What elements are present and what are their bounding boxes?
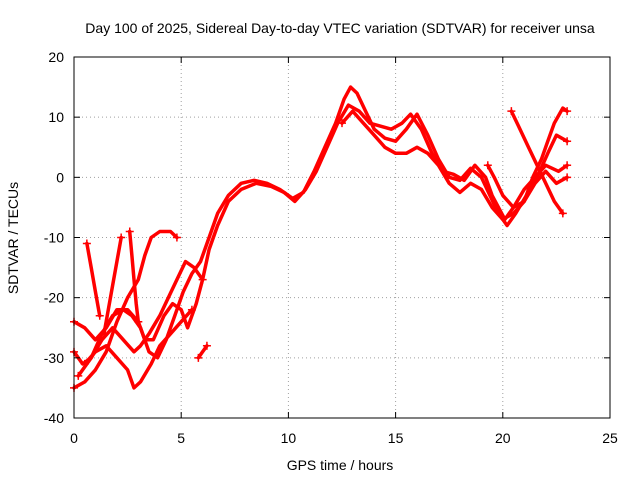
data-point-marker [125, 227, 134, 236]
x-tick-label: 0 [70, 430, 78, 446]
data-point-marker [507, 107, 516, 116]
y-tick-label: -30 [44, 350, 64, 366]
series-sat-f [85, 241, 102, 318]
series-sat-g [102, 235, 123, 336]
series-sat-i [196, 344, 209, 360]
data-point-marker [563, 173, 572, 182]
data-point-marker [483, 161, 492, 170]
data-point-marker [558, 209, 567, 218]
x-tick-label: 25 [602, 430, 618, 446]
y-tick-label: -20 [44, 290, 64, 306]
data-point-marker [117, 233, 126, 242]
data-point-marker [187, 305, 196, 314]
data-point-marker [95, 311, 104, 320]
data-point-marker [80, 359, 89, 368]
data-point-marker [198, 275, 207, 284]
data-point-marker [563, 137, 572, 146]
data-point-marker [172, 233, 181, 242]
x-tick-label: 15 [388, 430, 404, 446]
series-sat-a [72, 103, 569, 342]
series-sat-j [340, 109, 569, 222]
series-sat-d [76, 259, 205, 378]
y-tick-label: -40 [44, 410, 64, 426]
data-point-marker [100, 329, 109, 338]
y-axis-label: SDTVAR / TECUs [5, 182, 21, 294]
x-tick-label: 20 [495, 430, 511, 446]
data-point-marker [134, 317, 143, 326]
x-tick-label: 10 [281, 430, 297, 446]
y-tick-label: -10 [44, 230, 64, 246]
grid [74, 57, 610, 418]
y-tick-label: 0 [56, 169, 64, 185]
x-axis-label: GPS time / hours [287, 457, 394, 473]
series-sat-b [72, 85, 569, 366]
series-sat-l [486, 106, 569, 210]
data-point-marker [74, 371, 83, 380]
series-sat-h [127, 229, 141, 324]
axis-ticks: 0 5 10 15 20 25 -40 -30 -20 -10 0 10 20 [44, 49, 618, 446]
chart-title: Day 100 of 2025, Sidereal Day-to-day VTE… [85, 20, 595, 36]
data-point-marker [563, 107, 572, 116]
series-sat-e [82, 307, 194, 390]
x-tick-label: 5 [177, 430, 185, 446]
data-point-marker [82, 239, 91, 248]
series-sat-c [72, 229, 179, 390]
y-tick-label: 20 [48, 49, 64, 65]
y-tick-label: 10 [48, 109, 64, 125]
data-point-marker [202, 341, 211, 350]
data-point-marker [338, 119, 346, 128]
data-series [70, 85, 572, 392]
data-point-marker [194, 353, 203, 362]
data-point-marker [563, 161, 572, 170]
